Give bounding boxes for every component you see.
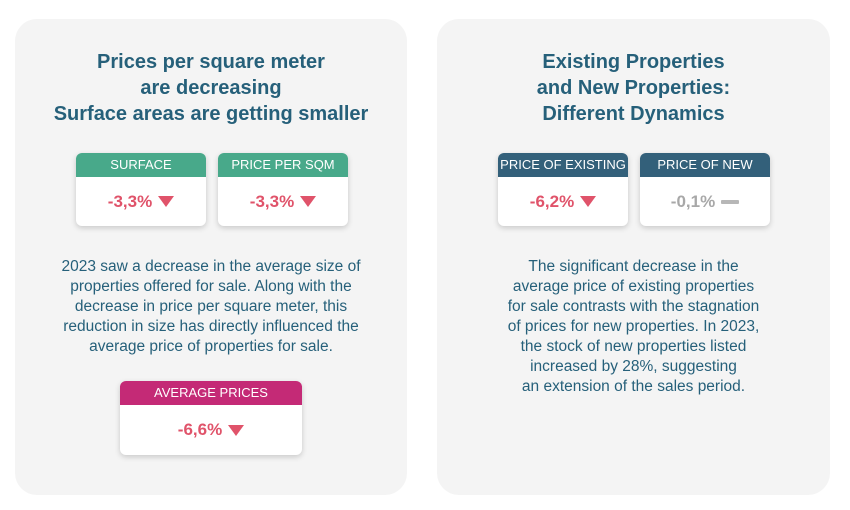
price-per-sqm-card-value-row: -3,3% [218,177,348,226]
surface-card-value: -3,3% [107,191,153,211]
down-arrow-icon [580,196,597,207]
price-per-sqm-card-value: -3,3% [249,191,295,211]
price-of-existing-card-label: PRICE OF EXISTING [498,153,628,177]
right-title-line-2: and New Properties: [536,77,731,99]
price-of-new-card-value: -0,1% [670,191,716,211]
left-title-line-3: Surface areas are getting smaller [53,103,369,125]
average-prices-card: AVERAGE PRICES -6,6% [120,381,302,455]
left-title-line-1: Prices per square meter [97,51,325,73]
right-panel: Existing Properties and New Properties: … [437,19,830,495]
left-paragraph-line: properties offered for sale. Along with … [70,278,352,295]
right-paragraph-line: for sale contrasts with the stagnation [507,298,760,315]
average-prices-card-value: -6,6% [177,420,223,439]
down-arrow-icon [228,424,245,436]
left-paragraph-line: average price of properties for sale. [89,338,333,355]
surface-card: SURFACE -3,3% [76,153,206,226]
price-per-sqm-card: PRICE PER SQM -3,3% [218,153,348,226]
price-of-new-card-value-row: -0,1% [640,177,770,226]
left-panel: Prices per square meter are decreasing S… [15,19,407,495]
average-prices-card-value-row: -6,6% [120,405,302,455]
right-paragraph-line: the stock of new properties listed [520,338,747,355]
price-of-new-card-label: PRICE OF NEW [640,153,770,177]
down-arrow-icon [158,196,175,207]
right-title-line-3: Different Dynamics [542,103,725,125]
right-paragraph-line: increased by 28%, suggesting [530,358,737,375]
right-paragraph-line: of prices for new properties. In 2023, [507,318,760,335]
surface-card-value-row: -3,3% [76,177,206,226]
right-title-line-1: Existing Properties [542,51,725,73]
right-paragraph-line: The significant decrease in the [528,258,739,275]
left-title: Prices per square meter are decreasing S… [15,49,407,127]
price-of-existing-card-value: -6,2% [529,191,575,211]
price-of-existing-card-value-row: -6,2% [498,177,628,226]
down-arrow-icon [300,196,317,207]
left-paragraph-line: decrease in price per square meter, this [74,298,348,315]
average-prices-card-label: AVERAGE PRICES [120,381,302,405]
right-paragraph-line: an extension of the sales period. [521,378,746,395]
right-paragraph-line: average price of existing properties [512,278,755,295]
price-of-new-card: PRICE OF NEW -0,1% [640,153,770,226]
right-paragraph: The significant decrease in the average … [437,257,830,397]
left-paragraph-line: 2023 saw a decrease in the average size … [61,258,361,275]
price-per-sqm-card-label: PRICE PER SQM [218,153,348,177]
left-paragraph: 2023 saw a decrease in the average size … [15,257,407,357]
right-title: Existing Properties and New Properties: … [437,49,830,127]
price-of-existing-card: PRICE OF EXISTING -6,2% [498,153,628,226]
left-paragraph-line: reduction in size has directly influence… [63,318,359,335]
surface-card-label: SURFACE [76,153,206,177]
left-title-line-2: are decreasing [140,77,282,99]
flat-dash-icon [721,199,740,204]
